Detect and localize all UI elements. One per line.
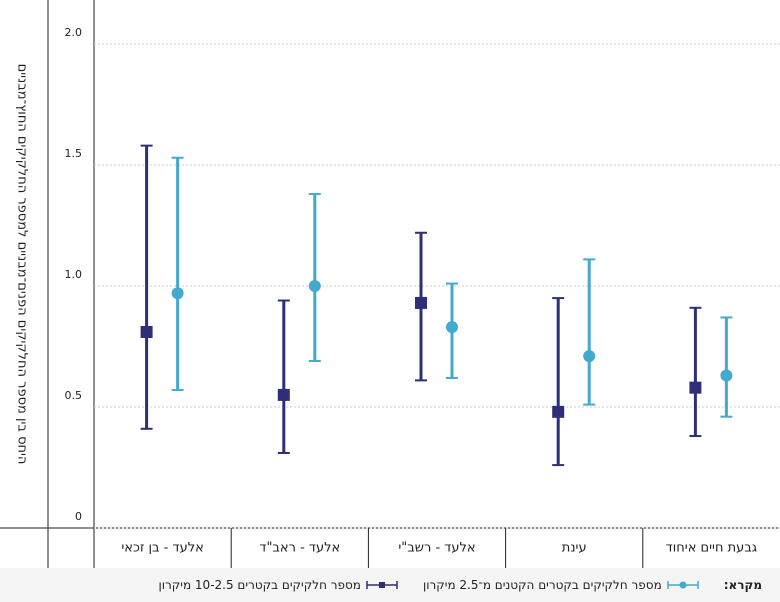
legend-entry: מספר חלקיקים בקטרים הקטנים מ־2.5 מיקרון xyxy=(423,578,700,592)
y-tick-label: 2.0 xyxy=(65,26,83,39)
point xyxy=(552,405,565,418)
point xyxy=(583,350,596,363)
point xyxy=(446,321,458,334)
x-tick-label: עינת xyxy=(562,541,587,556)
point xyxy=(415,296,427,309)
x-tick-label: אלעד - ראב"ד xyxy=(259,541,340,556)
x-tick-label: גבעת חיים איחוד xyxy=(666,541,757,556)
legend: מקרא: מספר חלקיקים בקטרים הקטנים מ־2.5 מ… xyxy=(0,568,780,602)
legend-symbol xyxy=(366,581,398,589)
point xyxy=(140,325,153,338)
y-tick-label: 1.5 xyxy=(65,147,83,160)
legend-marker xyxy=(378,582,385,588)
legend-entry: מספר חלקיקים בקטרים 10-2.5 מיקרון xyxy=(158,578,399,592)
y-tick-label: 1.0 xyxy=(65,268,83,281)
legend-label: מספר חלקיקים בקטרים הקטנים מ־2.5 מיקרון xyxy=(422,578,662,592)
y-tick-label: 0.5 xyxy=(65,389,83,402)
legend-label: מספר חלקיקים בקטרים 10-2.5 מיקרון xyxy=(158,578,361,592)
chart: היחס בין מספר החלקיקים הפנים־מבניים למספ… xyxy=(0,0,780,568)
point xyxy=(720,369,733,382)
point xyxy=(277,388,290,401)
point xyxy=(689,381,702,394)
point xyxy=(308,280,321,292)
x-tick-label: אלעד - בן זכאי xyxy=(121,541,203,556)
legend-symbol xyxy=(666,581,699,589)
x-tick-label: אלעד - רשב"י xyxy=(398,541,475,556)
y-tick-label: 0 xyxy=(75,510,82,523)
point xyxy=(171,287,184,300)
legend-title: מקרא: xyxy=(723,578,762,592)
y-axis-label: היחס בין מספר החלקיקים הפנים־מבניים למספ… xyxy=(15,64,30,465)
legend-marker xyxy=(679,581,687,589)
